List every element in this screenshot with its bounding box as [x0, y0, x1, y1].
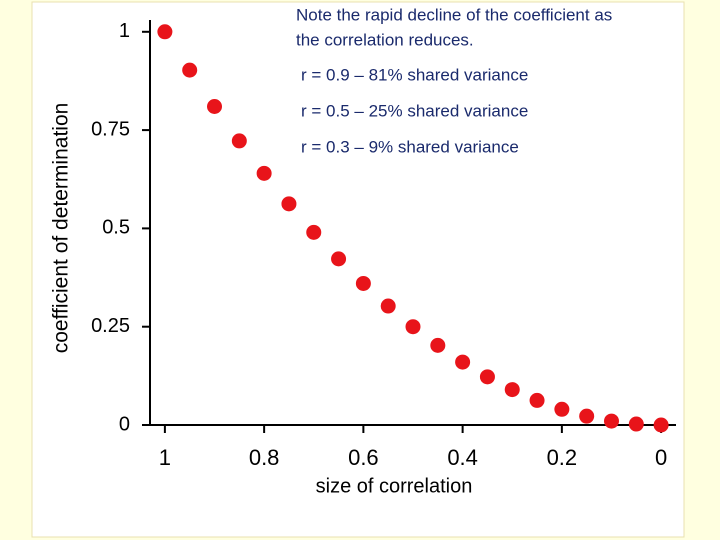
- point: [256, 165, 272, 181]
- point: [207, 99, 223, 115]
- x-tick-label: 0.8: [249, 445, 280, 470]
- y-tick-label: 0.5: [102, 217, 130, 239]
- note: r = 0.5 – 25% shared variance: [301, 101, 528, 120]
- point: [355, 275, 371, 291]
- point: [653, 417, 669, 433]
- point: [281, 196, 297, 212]
- y-tick-label: 0.25: [91, 315, 130, 337]
- note: r = 0.3 – 9% shared variance: [301, 137, 519, 156]
- annotation: Note the rapid decline of the coefficien…: [296, 5, 612, 24]
- point: [529, 392, 545, 408]
- y-axis-label: coefficient of determination: [50, 103, 73, 354]
- x-tick-label: 0: [655, 445, 667, 470]
- x-tick-label: 0.6: [348, 445, 379, 470]
- point: [504, 382, 520, 398]
- y-tick-label: 1: [119, 20, 130, 42]
- y-tick-label: 0: [119, 413, 130, 435]
- point: [157, 24, 173, 40]
- point: [231, 133, 247, 149]
- point: [306, 224, 322, 240]
- y-tick-label: 0.75: [91, 118, 130, 140]
- note: r = 0.9 – 81% shared variance: [301, 65, 528, 84]
- point: [331, 251, 347, 267]
- x-axis-label: size of correlation: [316, 475, 473, 497]
- point: [628, 416, 644, 432]
- point: [380, 298, 396, 314]
- x-tick-label: 0.4: [447, 445, 478, 470]
- point: [182, 62, 198, 78]
- point: [479, 369, 495, 385]
- point: [455, 354, 471, 370]
- point: [405, 319, 421, 335]
- panel: [31, 1, 685, 538]
- annotation: the correlation reduces.: [296, 30, 474, 49]
- x-tick-label: 0.2: [547, 445, 578, 470]
- point: [603, 413, 619, 429]
- point: [579, 408, 595, 424]
- point: [554, 401, 570, 417]
- point: [430, 337, 446, 353]
- x-tick-label: 1: [159, 445, 171, 470]
